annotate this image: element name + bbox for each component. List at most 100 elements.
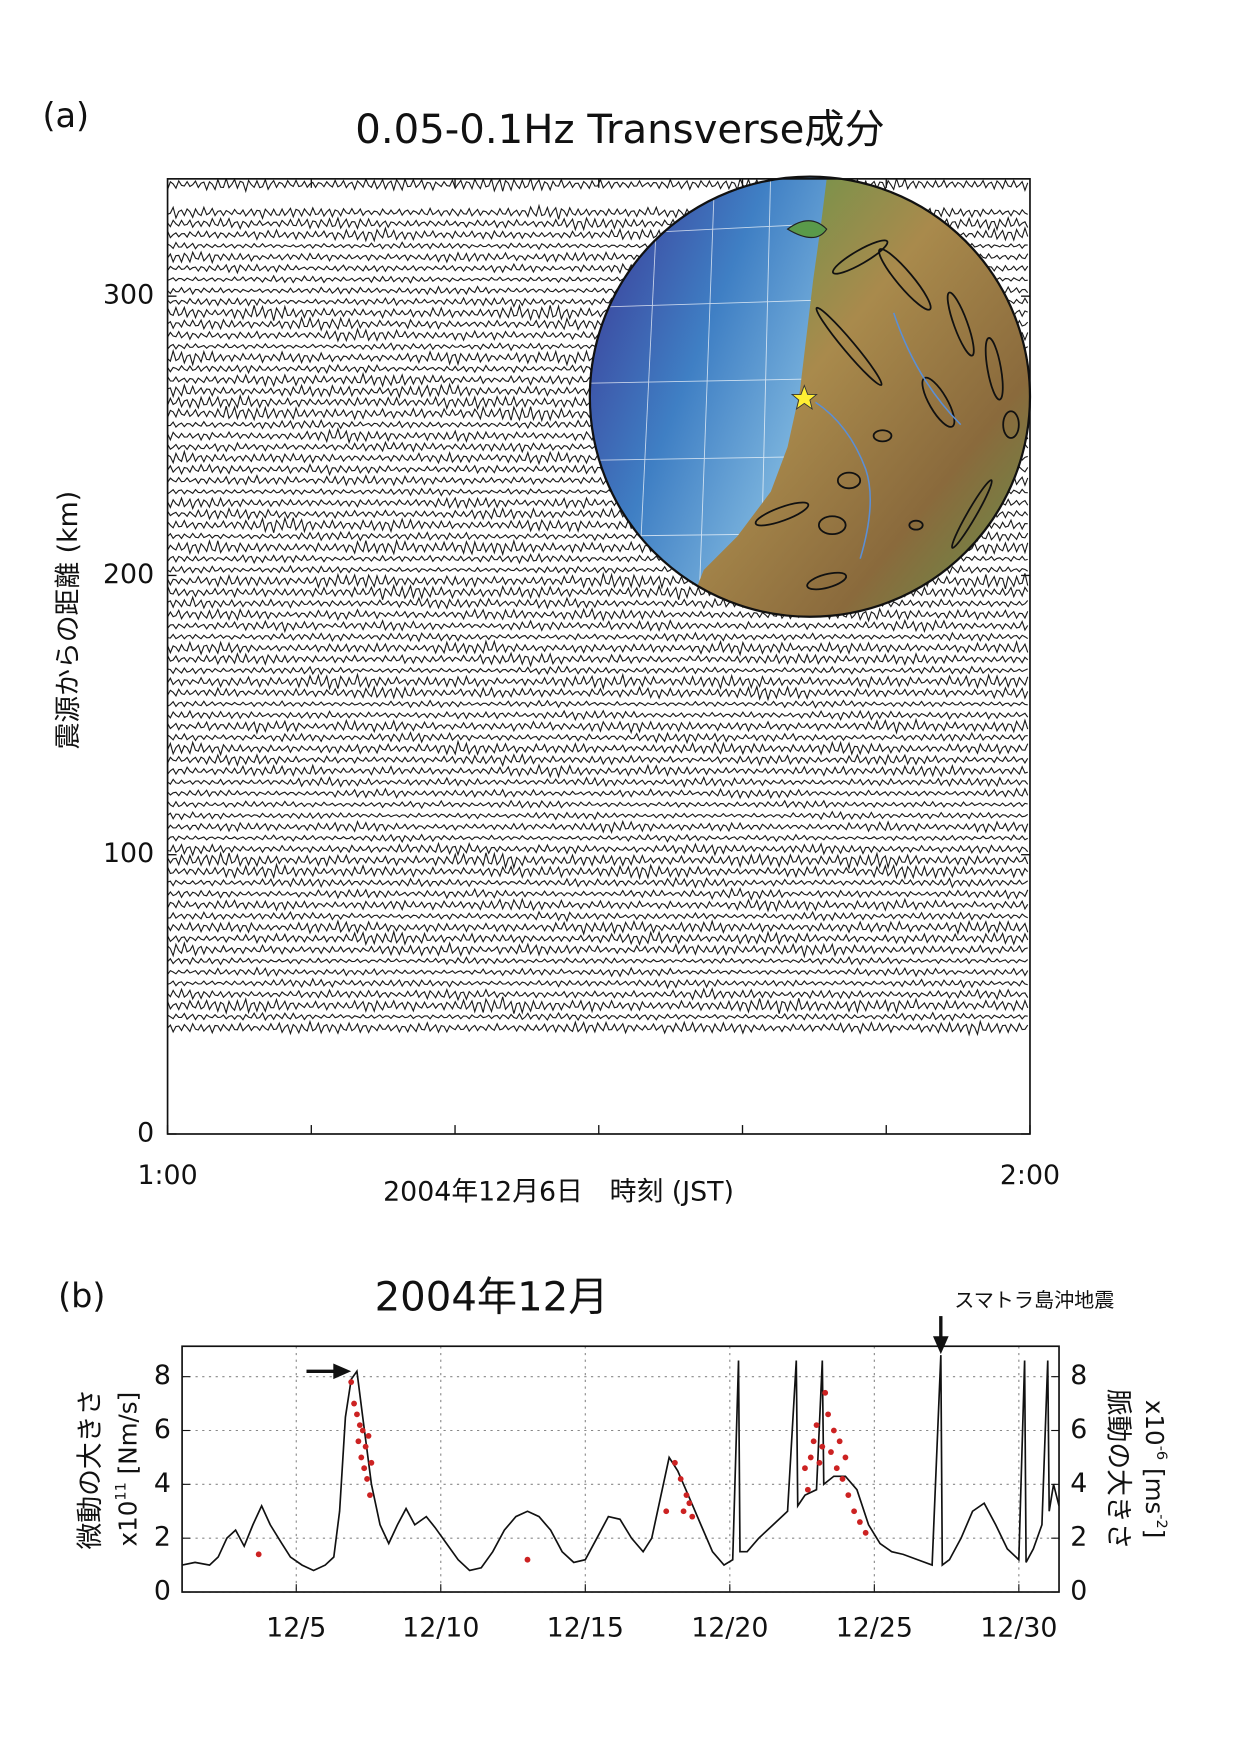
scatter-point — [680, 1508, 687, 1515]
y2-tick-label: 8 — [1070, 1360, 1087, 1391]
y2-axis-unit: x10-6 [ms-2] — [1140, 1400, 1169, 1538]
scatter-point — [810, 1438, 817, 1445]
scatter-point — [842, 1454, 849, 1461]
waveform-trace — [167, 941, 1028, 959]
scatter-point — [856, 1519, 863, 1525]
waveform-trace — [167, 651, 1029, 668]
scatter-point — [822, 1389, 829, 1396]
scatter-point — [351, 1400, 357, 1407]
scatter-point — [689, 1513, 696, 1520]
unit-sup: -6 — [1153, 1446, 1169, 1460]
y-tick-label: 8 — [154, 1360, 171, 1391]
y-tick-label: 0 — [137, 1117, 154, 1148]
scatter-point — [683, 1492, 690, 1499]
chart-title: 2004年12月 — [375, 1274, 609, 1320]
waveform-trace — [167, 955, 1029, 966]
waveform-trace — [167, 977, 1028, 990]
scatter-point — [362, 1443, 369, 1450]
panel-label: (a) — [42, 96, 89, 135]
line-series — [182, 1355, 1060, 1572]
unit-base: x10 — [114, 1501, 143, 1547]
scatter-point — [807, 1454, 814, 1461]
x-tick-label: 12/5 — [266, 1612, 326, 1643]
y-tick-label: 300 — [103, 280, 154, 311]
unit: [ms — [1140, 1460, 1169, 1514]
waveform-trace — [167, 753, 1029, 768]
unit-base: x10 — [1140, 1400, 1169, 1446]
y2-tick-label: 0 — [1070, 1576, 1087, 1607]
y2-axis-label: 脈動の大きさ x10-6 [ms-2] — [1103, 1389, 1169, 1550]
chart-title: 0.05-0.1Hz Transverse成分 — [355, 107, 884, 153]
waveform-trace — [167, 178, 1029, 194]
waveform-trace — [167, 862, 1029, 881]
map-inset — [589, 176, 1030, 617]
scatter-point — [354, 1411, 360, 1418]
x-tick-label: 12/15 — [547, 1612, 624, 1643]
scatter-point — [828, 1449, 834, 1455]
y-tick-label: 200 — [103, 559, 154, 590]
waveform-trace — [167, 731, 1028, 745]
waveform-trace — [167, 775, 1029, 789]
y-tick-label: 2 — [154, 1522, 171, 1553]
y2-tick-label: 6 — [1070, 1414, 1087, 1445]
annotation-arrowhead — [932, 1336, 949, 1355]
waveform-trace — [167, 799, 1028, 810]
x-tick-label: 12/25 — [836, 1612, 913, 1643]
scatter-point — [367, 1492, 373, 1499]
waveform-trace — [167, 833, 1029, 844]
series-group — [182, 1355, 1060, 1572]
scatter-point — [836, 1438, 843, 1445]
scatter-point — [671, 1459, 678, 1466]
scatter-point — [524, 1556, 531, 1563]
waveform-trace — [167, 887, 1029, 901]
scatter-point — [862, 1529, 869, 1536]
scatter-point — [830, 1427, 837, 1434]
waveform-trace — [167, 699, 1028, 709]
scatter-point — [813, 1422, 820, 1429]
waveform-trace — [167, 717, 1029, 735]
scatter-point — [364, 1476, 370, 1482]
waveform-trace — [167, 897, 1029, 913]
scatter-point — [663, 1508, 670, 1515]
waveform-trace — [167, 996, 1029, 1015]
unit-sup: 11 — [114, 1482, 130, 1500]
waveform-trace — [167, 810, 1029, 821]
scatter-point — [839, 1476, 846, 1482]
x-tick-label: 1:00 — [137, 1160, 197, 1191]
scatter-point — [356, 1422, 363, 1429]
scatter-point — [686, 1500, 693, 1507]
scatter-point — [365, 1432, 372, 1439]
plot-b — [182, 1346, 1060, 1593]
waveform-trace — [167, 1019, 1029, 1037]
waveform-trace — [167, 919, 1029, 936]
waveform-trace — [167, 929, 1029, 947]
waveform-trace — [167, 841, 1029, 857]
y-tick-label: 0 — [154, 1576, 171, 1607]
y-tick-label: 6 — [154, 1414, 171, 1445]
scatter-point — [804, 1486, 811, 1493]
y2-tick-label: 2 — [1070, 1522, 1087, 1553]
scatter-point — [358, 1454, 365, 1461]
scatter-point — [816, 1459, 823, 1466]
waveform-trace — [167, 763, 1028, 779]
waveform-trace — [167, 876, 1029, 889]
scatter-point — [677, 1476, 684, 1482]
waveform-trace — [167, 819, 1029, 835]
unit: [Nm/s] — [114, 1392, 143, 1482]
x-tick-label: 12/10 — [402, 1612, 479, 1643]
y-axis-label: 微動の大きさ x1011 [Nm/s] — [75, 1389, 142, 1550]
annotation-arrowhead — [333, 1363, 352, 1380]
scatter-point — [348, 1379, 355, 1385]
scatter-point — [819, 1443, 826, 1450]
y-tick-label: 100 — [103, 838, 154, 869]
plot-frame — [181, 1345, 1060, 1593]
waveform-trace — [167, 631, 1029, 643]
scatter-point — [368, 1459, 375, 1466]
waveform-trace — [167, 910, 1028, 923]
waveform-trace — [167, 851, 1029, 871]
waveform-trace — [167, 966, 1029, 978]
y-axis-unit: x1011 [Nm/s] — [114, 1392, 143, 1547]
waveform-trace — [167, 787, 1029, 800]
